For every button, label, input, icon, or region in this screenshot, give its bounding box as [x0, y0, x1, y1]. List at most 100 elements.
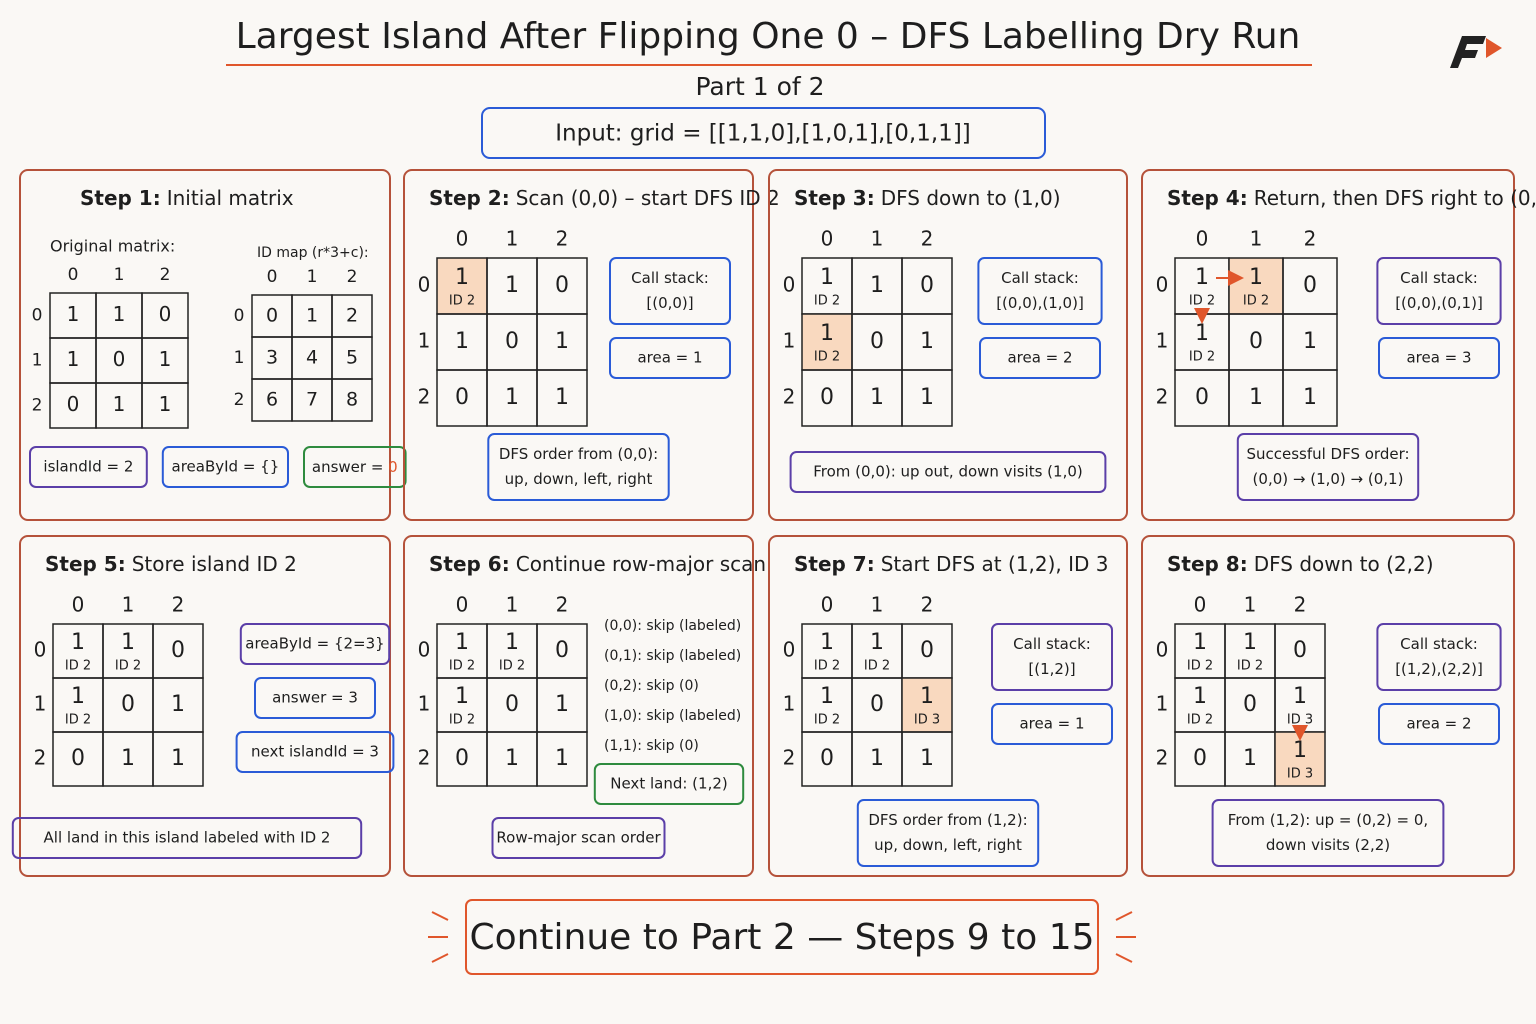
- cell-value: 1: [1249, 265, 1263, 290]
- row-index: 1: [1156, 329, 1169, 353]
- step-label: Step 7:: [794, 552, 875, 576]
- cell-value: 1: [71, 630, 85, 655]
- info-text: Call stack:: [1013, 635, 1091, 653]
- info-value: 0: [388, 458, 398, 476]
- cell-value: 0: [505, 329, 519, 354]
- cell-value: 1: [67, 347, 80, 371]
- cell-value: 1: [920, 385, 934, 410]
- info-box: [789, 451, 1107, 493]
- cell-value: 1: [113, 392, 126, 416]
- step-panel: [1141, 169, 1515, 521]
- row-index: 0: [783, 638, 796, 662]
- row-index: 2: [783, 385, 796, 409]
- step-label: Step 6:: [429, 552, 510, 576]
- cell-value: 0: [820, 746, 834, 771]
- step-title-text: DFS down to (2,2): [1254, 552, 1434, 576]
- row-index: 2: [418, 385, 431, 409]
- cell-value: 0: [171, 638, 185, 663]
- col-index: 1: [506, 593, 519, 617]
- step-title-text: Scan (0,0) – start DFS ID 2: [516, 186, 780, 210]
- info-box: [491, 817, 666, 859]
- row-index: 1: [34, 692, 47, 716]
- cell-value: 0: [505, 692, 519, 717]
- cell-id: ID 2: [864, 659, 890, 674]
- cell-value: 0: [1293, 638, 1307, 663]
- cell-value: 1: [870, 746, 884, 771]
- info-box: [235, 731, 395, 773]
- row-index: 2: [32, 396, 43, 416]
- info-box: [1376, 623, 1502, 691]
- step-title: Step 7: Start DFS at (1,2), ID 3: [794, 552, 1109, 576]
- grid-cell: [536, 731, 588, 787]
- cell-value: 1: [920, 684, 934, 709]
- cell-id: ID 2: [65, 659, 91, 674]
- info-text: area = 1: [637, 349, 702, 367]
- grid-cell: [536, 369, 588, 427]
- cell-value: 1: [505, 273, 519, 298]
- grid-cell: [901, 731, 953, 787]
- cell-value: 0: [455, 385, 469, 410]
- col-index: 1: [1250, 227, 1263, 251]
- scan-line: (1,0): skip (labeled): [604, 708, 741, 724]
- info-text: Call stack:: [1001, 269, 1079, 287]
- cell-value: 1: [505, 746, 519, 771]
- info-box: [1211, 799, 1445, 867]
- input-text: Input: grid = [[1,1,0],[1,0,1],[0,1,1]]: [555, 121, 971, 147]
- step-label: Step 2:: [429, 186, 510, 210]
- cell-value: 1: [920, 746, 934, 771]
- grid: [801, 257, 953, 427]
- cell-value: 0: [870, 692, 884, 717]
- cell-value: 1: [820, 630, 834, 655]
- grid-cell: [1274, 731, 1326, 787]
- step-title: Step 6: Continue row-major scan: [429, 552, 766, 576]
- info-text: Call stack:: [1400, 269, 1478, 287]
- cell-value: 1: [555, 692, 569, 717]
- grid: [251, 294, 373, 422]
- row-index: 2: [1156, 385, 1169, 409]
- info-text: area = 1: [1019, 715, 1084, 733]
- info-box: [991, 703, 1113, 745]
- row-index: 0: [234, 306, 245, 326]
- info-text: area = 2: [1007, 349, 1072, 367]
- cell-value: 1: [121, 630, 135, 655]
- step-label: Step 5:: [45, 552, 126, 576]
- cell-value: 1: [1293, 738, 1307, 763]
- info-text: DFS order from (1,2):: [868, 811, 1027, 829]
- cell-value: 1: [455, 265, 469, 290]
- grid: [1174, 623, 1326, 787]
- info-text: area = 2: [1406, 715, 1471, 733]
- col-index: 2: [347, 267, 358, 287]
- col-index: 0: [821, 227, 834, 251]
- step-panel: [403, 169, 754, 521]
- step-title-text: Initial matrix: [167, 186, 294, 210]
- row-index: 1: [418, 329, 431, 353]
- cell-value: 1: [171, 692, 185, 717]
- cell-value: 0: [1243, 692, 1257, 717]
- info-text: [(1,2),(2,2)]: [1395, 660, 1483, 678]
- info-text: up, down, left, right: [505, 470, 653, 488]
- info-text: (0,0) → (1,0) → (0,1): [1253, 470, 1404, 488]
- cell-value: 1: [870, 385, 884, 410]
- cell-id: ID 2: [1237, 659, 1263, 674]
- info-box: [11, 817, 363, 859]
- col-index: 1: [122, 593, 135, 617]
- cell-id: ID 2: [814, 659, 840, 674]
- cell-value: 1: [505, 385, 519, 410]
- info-box: [1378, 703, 1500, 745]
- info-box: [1376, 257, 1502, 325]
- col-index: 1: [114, 265, 125, 285]
- col-index: 2: [160, 265, 171, 285]
- info-box: [979, 337, 1101, 379]
- col-index: 1: [871, 593, 884, 617]
- cell-value: 0: [920, 273, 934, 298]
- info-box: [609, 337, 731, 379]
- grid-caption: ID map (r*3+c):: [257, 245, 369, 261]
- cell-value: 0: [121, 692, 135, 717]
- cell-value: 1: [159, 392, 172, 416]
- grid-cell: [152, 731, 204, 787]
- step-title: Step 3: DFS down to (1,0): [794, 186, 1061, 210]
- cell-id: ID 3: [914, 713, 940, 728]
- row-index: 0: [1156, 638, 1169, 662]
- col-index: 0: [1196, 227, 1209, 251]
- cell-value: 1: [67, 302, 80, 326]
